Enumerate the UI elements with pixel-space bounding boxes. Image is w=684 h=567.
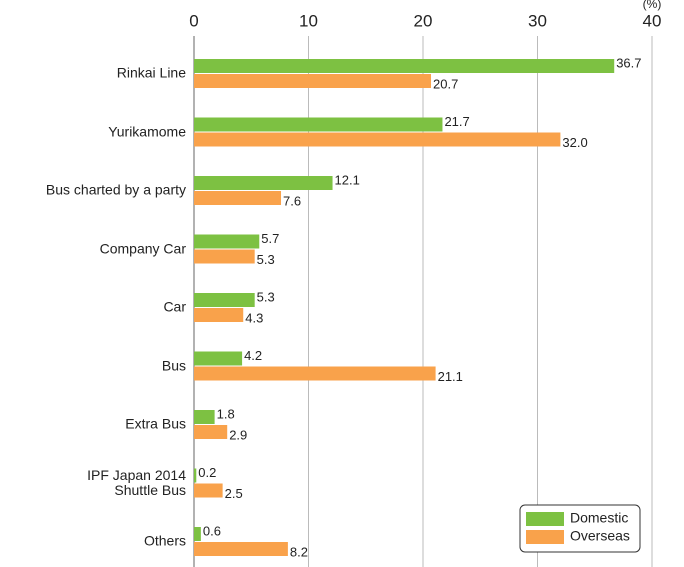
bar: [194, 308, 244, 322]
value-label: 36.7: [616, 55, 641, 70]
value-label: 5.3: [257, 289, 275, 304]
bar: [194, 425, 228, 439]
value-label: 21.1: [438, 369, 463, 384]
x-tick-label: 30: [528, 11, 547, 30]
bar: [194, 74, 432, 88]
x-tick-label: 0: [189, 11, 198, 30]
value-label: 5.7: [261, 231, 279, 246]
legend-swatch: [526, 512, 564, 526]
value-label: 32.0: [562, 135, 587, 150]
x-tick-label: 40: [643, 11, 662, 30]
y-tick-label: Extra Bus: [125, 415, 186, 432]
value-label: 20.7: [433, 76, 458, 91]
bar: [194, 366, 436, 381]
y-tick-label: Bus: [161, 357, 186, 373]
value-label: 4.3: [245, 310, 263, 325]
value-label: 1.8: [217, 406, 235, 421]
bar: [194, 410, 215, 424]
x-tick-label: 10: [299, 11, 318, 30]
value-label: 0.2: [198, 465, 216, 480]
bar: [194, 351, 243, 366]
y-tick-label: Yurikamome: [108, 123, 186, 139]
y-tick-label: Rinkai Line: [116, 64, 186, 81]
y-tick-label: Bus charted by a party: [45, 181, 186, 198]
value-label: 5.3: [257, 252, 275, 267]
legend-label: Domestic: [570, 510, 628, 526]
bar: [194, 293, 255, 307]
bar: [194, 59, 615, 73]
value-label: 2.5: [225, 486, 243, 501]
y-tick-label: Others: [143, 532, 186, 549]
axis-unit: (%): [643, 0, 662, 11]
value-label: 7.6: [283, 193, 301, 208]
bar: [194, 468, 197, 483]
bar: [194, 483, 223, 498]
bar: [194, 132, 561, 147]
bar: [194, 176, 333, 190]
value-label: 21.7: [444, 114, 469, 129]
value-label: 2.9: [229, 427, 247, 442]
value-label: 12.1: [335, 172, 360, 187]
bar: [194, 191, 282, 205]
x-tick-label: 20: [414, 11, 433, 30]
value-label: 8.2: [290, 544, 308, 559]
y-tick-label: Car: [163, 298, 186, 315]
bar: [194, 542, 288, 556]
legend-label: Overseas: [570, 528, 630, 544]
bar: [194, 527, 201, 541]
value-label: 0.6: [203, 523, 221, 538]
value-label: 4.2: [244, 348, 262, 363]
legend-swatch: [526, 530, 564, 544]
bar: [194, 249, 255, 264]
bar: [194, 117, 443, 132]
y-tick-label: IPF Japan 2014 Shuttle Bus: [87, 466, 186, 498]
y-tick-label: Company Car: [99, 240, 186, 256]
bar: [194, 234, 260, 249]
